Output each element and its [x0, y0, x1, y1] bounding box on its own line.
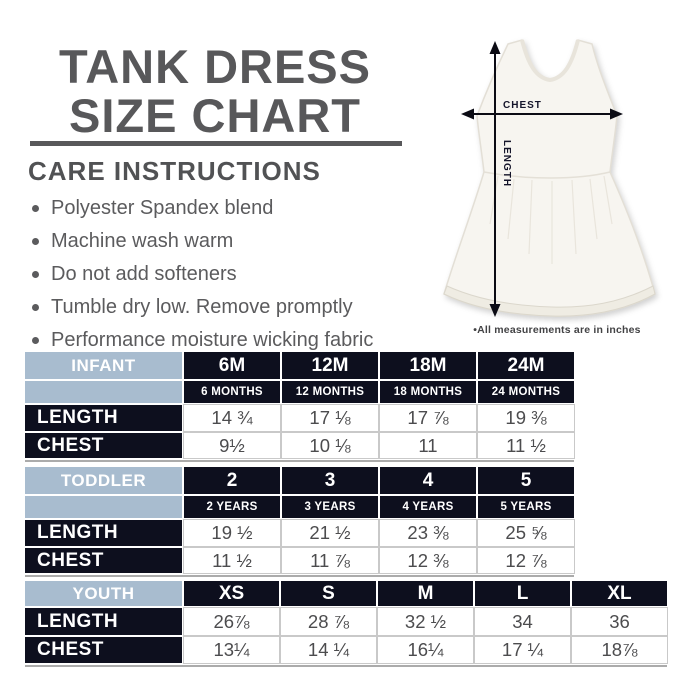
value-cell: 23 ⅜ [379, 519, 477, 547]
value-cell: 21 ½ [281, 519, 379, 547]
size-header-cell: 18M [380, 352, 476, 379]
size-header-cell: XL [572, 581, 667, 606]
size-header-cell: 24M [478, 352, 574, 379]
size-subheader-cell: 18 MONTHS [380, 381, 476, 403]
size-header-cell: XS [184, 581, 279, 606]
value-cell: 14 ¼ [280, 636, 377, 664]
value-cell: 13¼ [183, 636, 280, 664]
group-header-youth: YOUTH [25, 581, 182, 606]
group-header-spacer [25, 381, 182, 403]
metric-label-cell: LENGTH [25, 608, 182, 635]
value-cell: 17 ⅞ [379, 404, 477, 432]
title-underline [30, 141, 402, 146]
length-measure-label: LENGTH [501, 140, 512, 187]
chest-measure-label: CHEST [503, 100, 542, 111]
care-instruction-text: Tumble dry low. Remove promptly [51, 296, 353, 318]
value-cell: 16¼ [377, 636, 474, 664]
value-cell: 19 ⅜ [477, 404, 575, 432]
value-cell: 12 ⅞ [477, 547, 575, 574]
value-cell: 18⅞ [571, 636, 668, 664]
size-subheader-cell: 2 YEARS [184, 496, 280, 518]
value-cell: 26⅞ [183, 607, 280, 636]
metric-label-cell: CHEST [25, 637, 182, 663]
care-instruction-text: Performance moisture wicking fabric [51, 329, 374, 351]
bullet-icon [32, 304, 39, 311]
size-header-cell: S [281, 581, 376, 606]
group-header-toddler: TODDLER [25, 467, 182, 494]
value-cell: 32 ½ [377, 607, 474, 636]
dress-shape [443, 39, 656, 317]
measurements-note: •All measurements are in inches [473, 324, 641, 336]
size-subheader-cell: 12 MONTHS [282, 381, 378, 403]
value-cell: 25 ⅝ [477, 519, 575, 547]
metric-label-cell: LENGTH [25, 520, 182, 546]
value-cell: 17 ⅛ [281, 404, 379, 432]
value-cell: 11 ⅞ [281, 547, 379, 574]
group-header-infant: INFANT [25, 352, 182, 379]
metric-label-cell: CHEST [25, 433, 182, 458]
size-subheader-cell: 6 MONTHS [184, 381, 280, 403]
bullet-icon [32, 271, 39, 278]
page-title-line2: SIZE CHART [69, 89, 361, 142]
value-cell: 11 ½ [183, 547, 281, 574]
care-instruction-item: Polyester Spandex blend [32, 198, 422, 219]
size-header-cell: 12M [282, 352, 378, 379]
value-cell: 11 ½ [477, 432, 575, 459]
size-subheader-cell: 4 YEARS [380, 496, 476, 518]
size-header-cell: 4 [380, 467, 476, 494]
bullet-icon [32, 238, 39, 245]
page-title-line1: TANK DRESS [58, 40, 372, 93]
value-cell: 17 ¼ [474, 636, 571, 664]
size-header-cell: 3 [282, 467, 378, 494]
value-cell: 14 ¾ [183, 404, 281, 432]
skirt-gathers [489, 175, 613, 264]
size-table-toddler: TODDLER 2 3 4 5 2 YEARS 3 YEARS 4 YEARS 5 YEARS L… [25, 467, 575, 577]
care-instruction-item: Performance moisture wicking fabric [32, 330, 422, 351]
size-header-cell: L [475, 581, 570, 606]
page-title: TANK DRESS SIZE CHART [26, 42, 404, 140]
size-header-cell: M [378, 581, 473, 606]
length-arrow [489, 41, 501, 317]
value-cell: 36 [571, 607, 668, 636]
chest-arrow [461, 108, 623, 120]
value-cell: 28 ⅞ [280, 607, 377, 636]
value-cell: 12 ⅜ [379, 547, 477, 574]
dress-illustration: CHEST LENGTH [443, 39, 656, 317]
care-instructions-heading: CARE INSTRUCTIONS [28, 156, 321, 186]
care-instructions-list: Polyester Spandex blend Machine wash warm… [32, 198, 422, 351]
value-cell: 34 [474, 607, 571, 636]
care-instruction-text: Machine wash warm [51, 230, 234, 252]
care-instruction-text: Polyester Spandex blend [51, 197, 274, 219]
value-cell: 10 ⅛ [281, 432, 379, 459]
metric-label-cell: LENGTH [25, 405, 182, 431]
care-instruction-item: Machine wash warm [32, 231, 422, 252]
care-instruction-item: Tumble dry low. Remove promptly [32, 297, 422, 318]
size-header-cell: 2 [184, 467, 280, 494]
care-instruction-item: Do not add softeners [32, 264, 422, 285]
size-subheader-cell: 3 YEARS [282, 496, 378, 518]
size-table-youth: YOUTH XS S M L XL LENGTH 26⅞ 28 ⅞ 32 ½ 34 36 CHEST 13… [25, 581, 668, 667]
value-cell: 9½ [183, 432, 281, 459]
metric-label-cell: CHEST [25, 548, 182, 573]
size-header-cell: 6M [184, 352, 280, 379]
care-instruction-text: Do not add softeners [51, 263, 237, 285]
value-cell: 11 [379, 432, 477, 459]
size-subheader-cell: 5 YEARS [478, 496, 574, 518]
bullet-icon [32, 205, 39, 212]
size-subheader-cell: 24 MONTHS [478, 381, 574, 403]
bullet-icon [32, 337, 39, 344]
group-header-spacer [25, 496, 182, 518]
value-cell: 19 ½ [183, 519, 281, 547]
size-table-infant: INFANT 6M 12M 18M 24M 6 MONTHS 12 MONTHS 18 MON… [25, 352, 575, 462]
size-header-cell: 5 [478, 467, 574, 494]
